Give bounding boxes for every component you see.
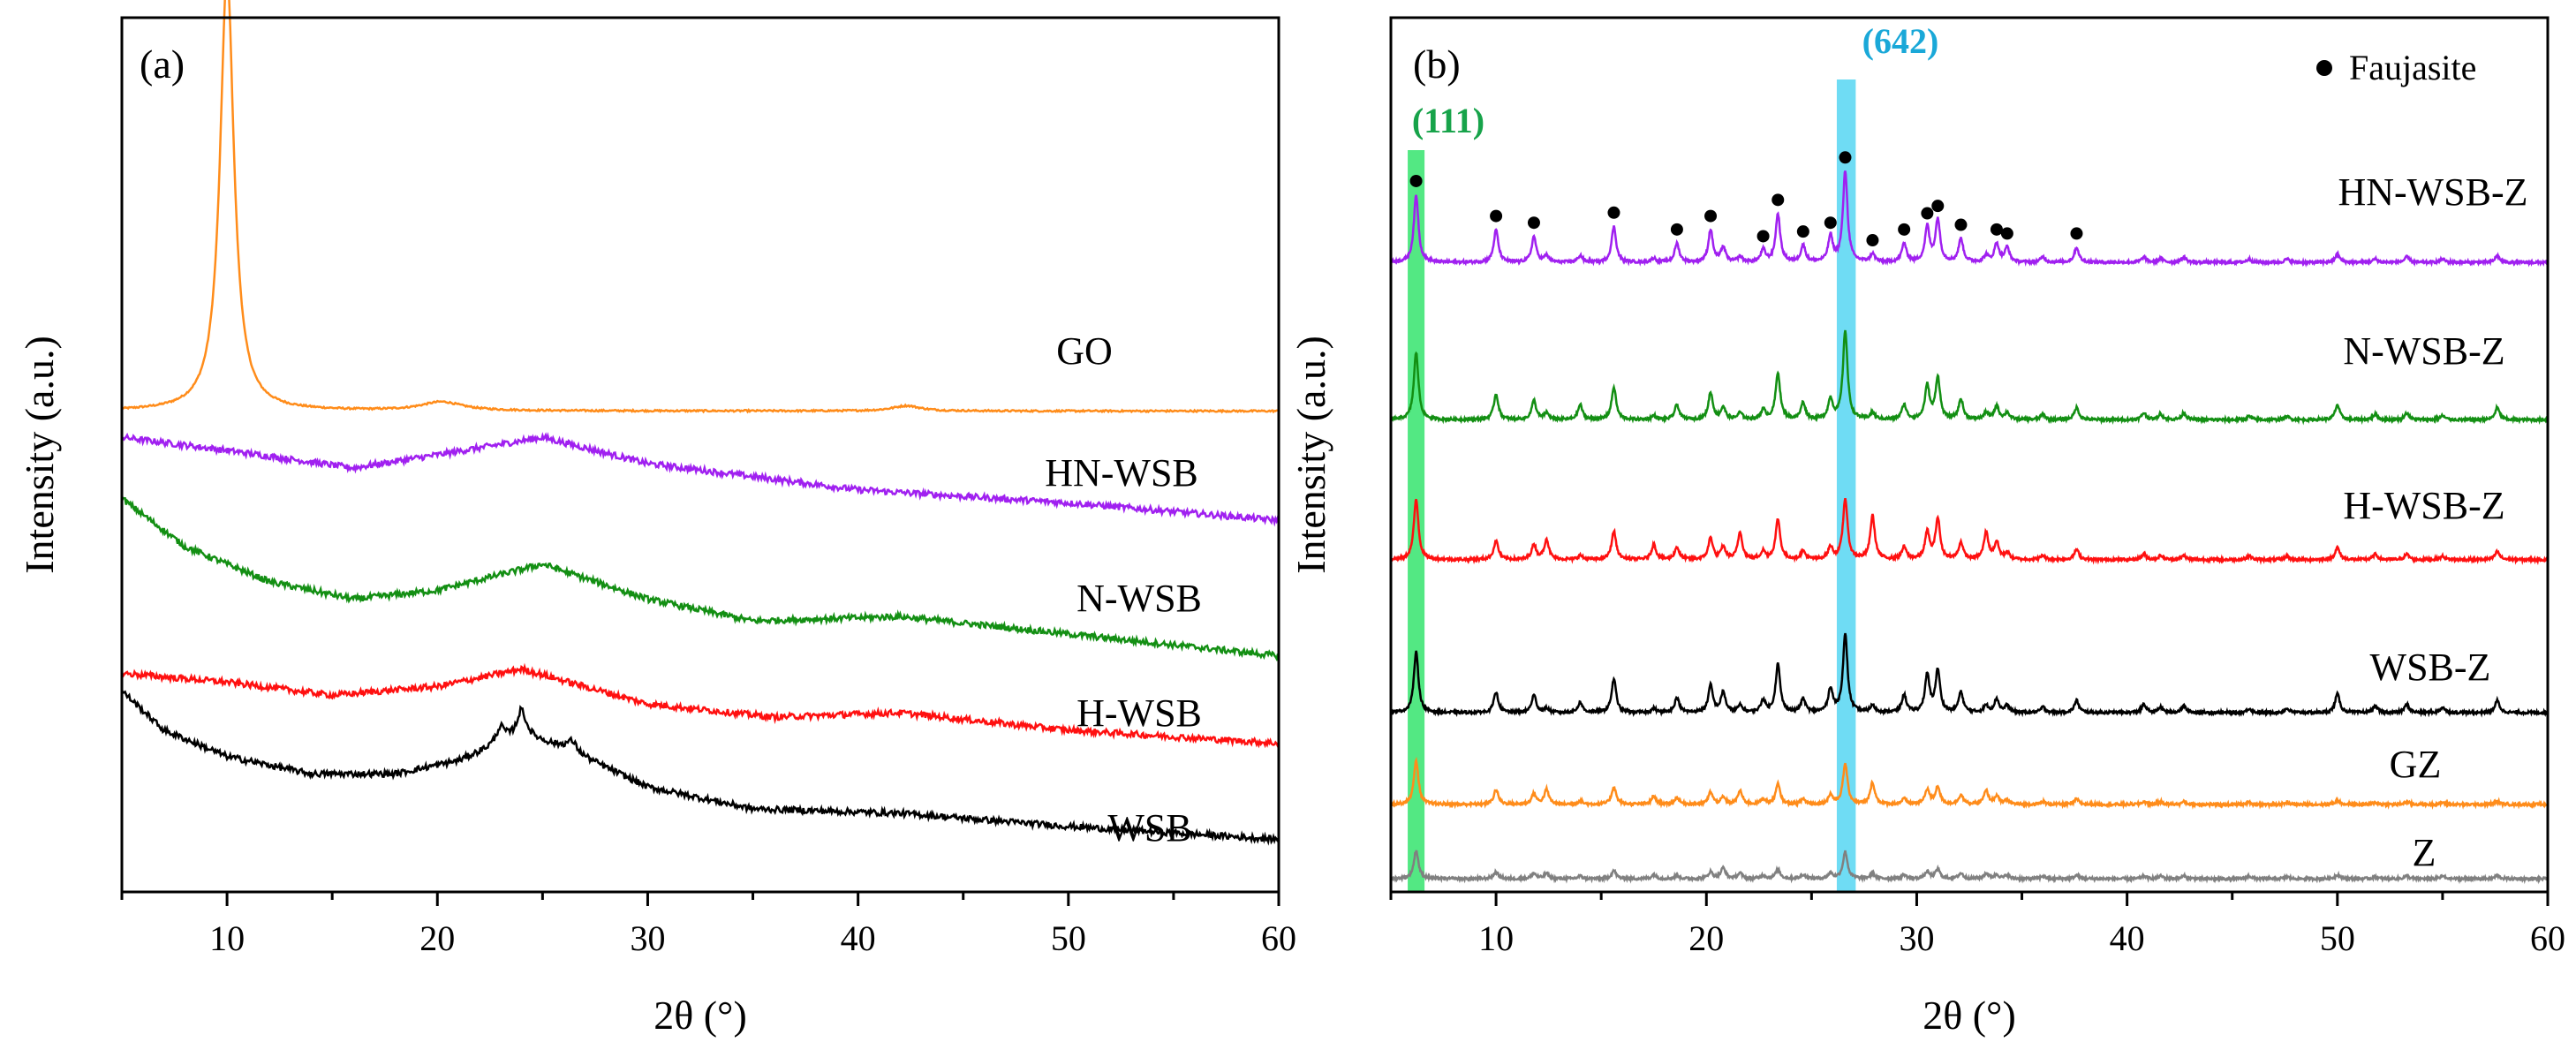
- panel-b-faujasite-marker: [1704, 209, 1718, 223]
- panel-b-series-group: [1389, 170, 2550, 885]
- panel-a-x-tick-label: 10: [209, 918, 245, 958]
- panel-b-peak-label-111: (111): [1412, 101, 1484, 140]
- panel-b-x-axis-title: 2θ (°): [1923, 993, 2016, 1038]
- panel-b-faujasite-marker: [1921, 207, 1934, 220]
- panel-a-frame: [120, 16, 1280, 894]
- panel-b-faujasite-marker: [1490, 209, 1503, 223]
- panel-b-frame: [1389, 16, 2550, 894]
- panel-a-series-wsb: [120, 689, 1280, 846]
- panel-a-x-ticks: 10 20 30 40 50 60: [120, 892, 1296, 958]
- panel-b-series-hn-wsb-z: [1389, 170, 2549, 268]
- panel-a-x-tick-label: 40: [841, 918, 876, 958]
- panel-b-x-tick-label: 30: [1899, 918, 1934, 958]
- panel-b-x-ticks: 10 20 30 40 50 60: [1389, 892, 2565, 958]
- panel-b-x-tick-label: 60: [2530, 918, 2565, 958]
- panel-b-series-z: [1390, 850, 2550, 885]
- panel-b-faujasite-marker: [1771, 193, 1785, 207]
- panel-b-highlight-bands: [1408, 79, 1856, 892]
- panel-b-x-tick-label: 40: [2110, 918, 2145, 958]
- panel-a-series-h-wsb: [120, 662, 1280, 749]
- panel-b-faujasite-marker: [1409, 174, 1423, 187]
- panel-b-faujasite-marker: [1866, 234, 1879, 247]
- panel-b-legend-marker: [2316, 60, 2332, 76]
- panel-b-label: (b): [1413, 42, 1461, 87]
- panel-a-x-tick-label: 20: [419, 918, 455, 958]
- panel-b-peak-label-642: (642): [1862, 21, 1939, 61]
- panel-b-label-z: Z: [2413, 831, 2436, 874]
- panel-b-series-wsb-z: [1389, 632, 2549, 718]
- panel-b-faujasite-marker: [1670, 223, 1683, 236]
- panel-a-label-h-wsb: H-WSB: [1076, 691, 1202, 735]
- panel-a-label: (a): [140, 42, 185, 87]
- panel-b-faujasite-marker: [1931, 200, 1945, 213]
- panel-a-label-hn-wsb: HN-WSB: [1045, 451, 1198, 495]
- panel-b-label-wsb-z: WSB-Z: [2370, 646, 2491, 689]
- panel-b-faujasite-marker: [2070, 227, 2083, 240]
- panel-b-faujasite-markers: [1409, 151, 2083, 247]
- panel-a-series-hn-wsb: [120, 432, 1280, 527]
- panel-a-series-n-wsb: [120, 496, 1280, 662]
- panel-a-x-tick-label: 60: [1261, 918, 1296, 958]
- panel-a-x-tick-label: 50: [1051, 918, 1086, 958]
- panel-b-faujasite-marker: [1990, 223, 2003, 236]
- panel-b-label-gz: GZ: [2390, 743, 2442, 786]
- panel-b-series-h-wsb-z: [1390, 497, 2550, 566]
- panel-b-x-tick-label: 20: [1688, 918, 1724, 958]
- panel-a-label-wsb: WSB: [1107, 806, 1191, 850]
- panel-a-label-n-wsb: N-WSB: [1076, 577, 1202, 620]
- panel-b-label-hn-wsb-z: HN-WSB-Z: [2338, 170, 2527, 214]
- panel-b-label-n-wsb-z: N-WSB-Z: [2343, 329, 2504, 373]
- panel-b-faujasite-marker: [1954, 218, 1968, 231]
- panel-b-x-tick-label: 10: [1478, 918, 1514, 958]
- panel-b-y-axis-title: Intensity (a.u.): [1288, 336, 1333, 574]
- panel-a-series-group: [120, 0, 1280, 846]
- panel-b-chart: 10 20 30 40 50 60 (b) (111) (642) Faujasite H…: [1288, 16, 2565, 1038]
- panel-b-faujasite-marker: [1607, 206, 1620, 219]
- panel-a-label-go: GO: [1056, 329, 1113, 373]
- panel-b-faujasite-marker: [1898, 223, 1911, 236]
- panel-b-series-gz: [1390, 756, 2549, 811]
- panel-b-band-111: [1408, 150, 1425, 892]
- panel-a-chart: 10 20 30 40 50 60 (a) GO HN-WSB N-WSB H-WSB W…: [17, 0, 1296, 1038]
- panel-b-faujasite-marker: [1839, 151, 1852, 164]
- panel-b-faujasite-marker: [1756, 230, 1770, 243]
- panel-b-label-h-wsb-z: H-WSB-Z: [2343, 484, 2504, 527]
- panel-a-x-tick-label: 30: [630, 918, 665, 958]
- panel-b-x-tick-label: 50: [2320, 918, 2355, 958]
- panel-b-legend-faujasite: Faujasite: [2349, 48, 2476, 87]
- panel-b-faujasite-marker: [2000, 227, 2013, 240]
- panel-b-faujasite-marker: [1796, 225, 1809, 238]
- panel-a-series-go: [121, 0, 1280, 414]
- panel-b-faujasite-marker: [1824, 216, 1837, 230]
- panel-a-y-axis-title: Intensity (a.u.): [17, 336, 62, 574]
- panel-a-x-axis-title: 2θ (°): [653, 993, 747, 1038]
- panel-b-series-n-wsb-z: [1390, 329, 2550, 426]
- panel-b-faujasite-marker: [1527, 216, 1540, 230]
